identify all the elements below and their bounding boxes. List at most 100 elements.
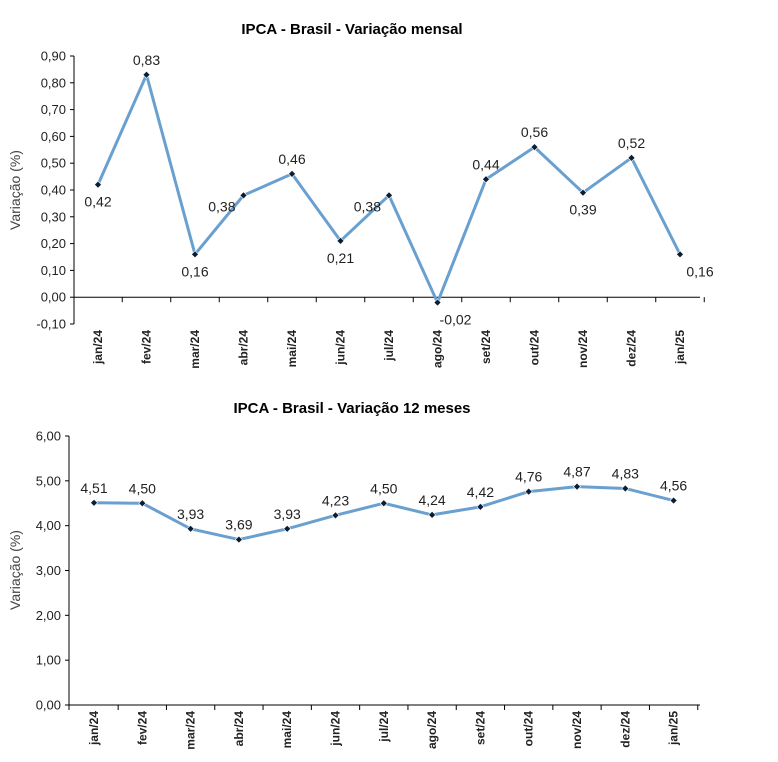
data-label: 0,21 xyxy=(327,250,354,266)
y-tick-label: 0,70 xyxy=(41,102,66,117)
data-label: 4,50 xyxy=(129,480,156,496)
data-label: 0,38 xyxy=(354,198,381,214)
x-tick-label: mar/24 xyxy=(184,711,198,750)
chart-title: IPCA - Brasil - Variação 12 meses xyxy=(233,400,470,417)
data-label: 4,50 xyxy=(370,480,397,496)
data-label: -0,02 xyxy=(440,312,472,328)
data-label: 0,56 xyxy=(521,124,548,140)
data-point xyxy=(621,484,630,493)
data-point xyxy=(138,499,147,508)
data-point xyxy=(336,236,345,245)
data-label: 0,83 xyxy=(133,52,160,68)
x-tick-label: nov/24 xyxy=(576,330,590,368)
data-point xyxy=(191,250,199,259)
x-tick-label: jan/25 xyxy=(667,711,681,746)
data-label: 0,44 xyxy=(472,156,499,172)
y-tick-label: 0,20 xyxy=(41,236,66,251)
data-point xyxy=(627,153,636,162)
data-label: 0,42 xyxy=(84,194,111,210)
x-tick-label: mai/24 xyxy=(285,330,299,368)
x-tick-label: jul/24 xyxy=(377,711,391,743)
data-point xyxy=(142,70,151,79)
data-point xyxy=(579,188,587,197)
y-tick-label: 0,00 xyxy=(36,698,61,713)
data-point xyxy=(428,510,437,519)
data-point xyxy=(239,191,248,200)
monthly-variation-chart: IPCA - Brasil - Variação mensal Variação… xyxy=(7,21,714,369)
y-tick-label: 0,80 xyxy=(41,75,66,90)
data-point xyxy=(524,487,533,496)
data-label: 4,51 xyxy=(80,480,107,496)
x-tick-label: out/24 xyxy=(528,330,542,366)
x-tick-label: jul/24 xyxy=(382,330,396,362)
data-point xyxy=(482,175,490,184)
data-label: 0,16 xyxy=(181,263,208,279)
x-tick-label: ago/24 xyxy=(425,711,439,749)
data-point xyxy=(530,143,539,152)
data-point xyxy=(379,499,388,508)
y-tick-label: 0,40 xyxy=(41,183,66,198)
x-tick-label: jan/25 xyxy=(673,330,687,365)
x-tick-label: abr/24 xyxy=(232,711,246,747)
data-point xyxy=(433,298,442,307)
data-label: 4,83 xyxy=(612,465,639,481)
data-label: 3,93 xyxy=(177,506,204,522)
data-point xyxy=(90,498,98,507)
y-tick-label: 1,00 xyxy=(36,653,61,668)
data-label: 4,24 xyxy=(418,492,445,508)
y-tick-label: -0,10 xyxy=(36,317,66,332)
data-point xyxy=(676,250,684,259)
x-tick-label: dez/24 xyxy=(618,711,632,748)
data-point xyxy=(283,524,292,533)
data-label: 4,42 xyxy=(467,484,494,500)
x-tick-label: jun/24 xyxy=(329,711,343,747)
data-point xyxy=(476,502,485,511)
y-tick-label: 5,00 xyxy=(36,473,61,488)
x-tick-label: abr/24 xyxy=(237,330,251,366)
y-tick-label: 4,00 xyxy=(36,518,61,533)
y-tick-label: 3,00 xyxy=(36,563,61,578)
data-point xyxy=(234,535,243,544)
x-tick-label: jan/24 xyxy=(87,711,101,746)
x-tick-label: set/24 xyxy=(473,711,487,745)
x-tick-label: mar/24 xyxy=(188,330,202,369)
y-axis-label: Variação (%) xyxy=(7,150,23,230)
y-tick-label: 0,10 xyxy=(41,263,66,278)
y-tick-label: 0,60 xyxy=(41,129,66,144)
x-tick-label: nov/24 xyxy=(570,711,584,749)
chart-title: IPCA - Brasil - Variação mensal xyxy=(241,21,462,38)
x-tick-label: mai/24 xyxy=(280,711,294,749)
data-label: 4,76 xyxy=(515,469,542,485)
data-label: 3,93 xyxy=(274,506,301,522)
data-label: 0,39 xyxy=(569,202,596,218)
x-tick-label: fev/24 xyxy=(135,711,149,745)
data-point xyxy=(385,191,393,200)
data-point xyxy=(669,496,678,505)
data-point xyxy=(331,511,340,520)
x-tick-label: jun/24 xyxy=(334,330,348,366)
y-tick-label: 0,30 xyxy=(41,209,66,224)
data-point xyxy=(573,482,581,491)
y-tick-label: 0,90 xyxy=(41,49,66,64)
data-label: 0,52 xyxy=(618,135,645,151)
data-label: 3,69 xyxy=(225,517,252,533)
y-tick-label: 0,00 xyxy=(41,290,66,305)
data-point xyxy=(288,169,296,178)
twelve-month-variation-chart: IPCA - Brasil - Variação 12 meses Variaç… xyxy=(7,400,700,750)
y-tick-label: 2,00 xyxy=(36,608,61,623)
data-point xyxy=(94,180,102,189)
data-label: 4,87 xyxy=(563,464,590,480)
data-point xyxy=(186,524,195,533)
data-label: 0,46 xyxy=(278,151,305,167)
data-label: 4,56 xyxy=(660,478,687,494)
data-label: 0,38 xyxy=(208,198,235,214)
data-label: 4,23 xyxy=(322,492,349,508)
x-tick-label: out/24 xyxy=(522,711,536,747)
y-tick-label: 0,50 xyxy=(41,156,66,171)
x-tick-label: dez/24 xyxy=(625,330,639,367)
y-axis-label: Variação (%) xyxy=(7,530,23,610)
x-tick-label: ago/24 xyxy=(431,330,445,368)
data-label: 0,16 xyxy=(686,263,713,279)
x-tick-label: fev/24 xyxy=(140,330,154,364)
y-tick-label: 6,00 xyxy=(36,429,61,444)
